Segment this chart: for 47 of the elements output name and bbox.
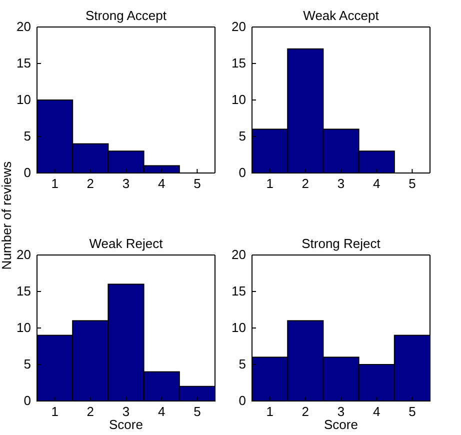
x-tick-label: 4 xyxy=(372,176,380,192)
y-tick-label: 10 xyxy=(16,320,31,336)
y-tick-label: 10 xyxy=(232,92,246,108)
x-tick-label: 4 xyxy=(158,176,166,192)
y-tick-label: 0 xyxy=(24,165,31,180)
x-tick-label: 2 xyxy=(302,404,310,420)
y-axis-title: Number of reviews xyxy=(0,160,14,270)
y-tick-label: 5 xyxy=(238,128,246,144)
y-tick-label: 0 xyxy=(238,165,246,180)
x-tick-label: 2 xyxy=(302,176,310,192)
y-tick-label: 20 xyxy=(232,19,246,34)
chart-title: Weak Reject xyxy=(89,236,164,251)
x-tick-label: 2 xyxy=(86,404,94,420)
y-tick-label: 15 xyxy=(232,56,246,71)
chart-title: Strong Accept xyxy=(86,8,167,23)
x-tick-label: 1 xyxy=(51,176,58,192)
y-tick-label: 20 xyxy=(232,247,246,262)
x-tick-label: 3 xyxy=(122,404,130,420)
x-tick-label: 1 xyxy=(51,404,58,420)
chart-title: Weak Accept xyxy=(303,8,380,23)
x-tick-label: 1 xyxy=(266,404,274,420)
x-tick-label: 3 xyxy=(337,176,345,192)
x-tick-label: 3 xyxy=(337,404,345,420)
chart-title: Strong Reject xyxy=(302,236,381,251)
y-tick-label: 20 xyxy=(16,19,31,34)
x-tick-label: 4 xyxy=(372,404,380,420)
x-tick-label: 5 xyxy=(194,404,201,420)
x-tick-label: 5 xyxy=(408,176,416,192)
y-tick-label: 0 xyxy=(24,393,31,408)
y-tick-label: 15 xyxy=(16,284,31,299)
y-tick-label: 5 xyxy=(24,356,31,372)
y-tick-label: 15 xyxy=(232,284,246,299)
x-axis-title: Score xyxy=(109,417,143,432)
x-tick-label: 5 xyxy=(408,404,416,420)
y-tick-label: 20 xyxy=(16,247,31,262)
y-tick-label: 5 xyxy=(24,128,31,144)
x-tick-label: 5 xyxy=(194,176,201,192)
y-tick-label: 10 xyxy=(232,320,246,336)
x-tick-label: 3 xyxy=(122,176,130,192)
y-tick-label: 10 xyxy=(16,92,31,108)
y-tick-label: 15 xyxy=(16,56,31,71)
y-tick-label: 0 xyxy=(238,393,246,408)
y-tick-label: 5 xyxy=(238,356,246,372)
x-tick-label: 1 xyxy=(266,176,274,192)
x-tick-label: 2 xyxy=(86,176,94,192)
x-tick-label: 4 xyxy=(158,404,166,420)
x-axis-title: Score xyxy=(324,417,358,432)
